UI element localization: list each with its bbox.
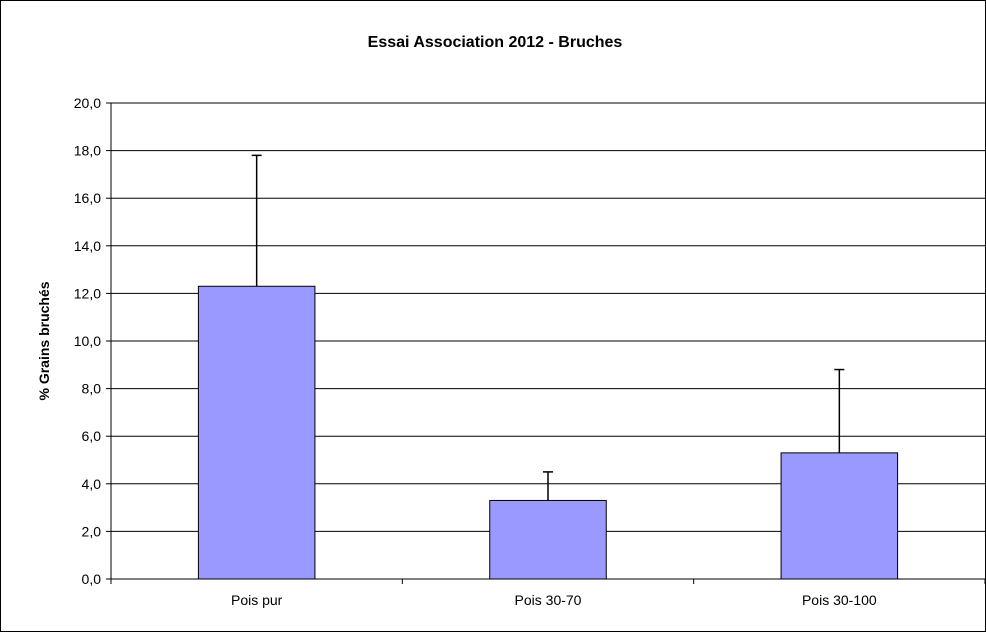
bar (197, 285, 316, 580)
y-tick-label: 16,0 (74, 190, 101, 206)
error-bars (251, 154, 845, 501)
x-axis-ticks: Pois pur Pois 30-70 Pois 30-100 (110, 579, 986, 608)
x-tick-label: Pois 30-100 (802, 592, 877, 608)
x-tick-label: Pois 30-70 (515, 592, 582, 608)
y-axis-label: % Grains bruchés (36, 281, 52, 400)
axes (110, 103, 985, 580)
y-axis-ticks: 0,0 2,0 4,0 6,0 8,0 10,0 12,0 14,0 16,0 18,0 20,0 (74, 95, 111, 587)
y-tick-label: 0,0 (82, 571, 102, 587)
bars (197, 285, 899, 580)
y-tick-label: 8,0 (82, 381, 102, 397)
y-tick-label: 4,0 (82, 476, 102, 492)
y-tick-label: 6,0 (82, 428, 102, 444)
bar (780, 452, 899, 580)
y-tick-label: 20,0 (74, 95, 101, 111)
y-tick-label: 10,0 (74, 333, 101, 349)
x-tick-label: Pois pur (231, 592, 283, 608)
y-tick-label: 12,0 (74, 285, 101, 301)
chart-title: Essai Association 2012 - Bruches (368, 34, 623, 51)
y-tick-label: 2,0 (82, 523, 102, 539)
bar (489, 499, 607, 580)
y-tick-label: 18,0 (74, 143, 101, 159)
y-tick-label: 14,0 (74, 238, 101, 254)
